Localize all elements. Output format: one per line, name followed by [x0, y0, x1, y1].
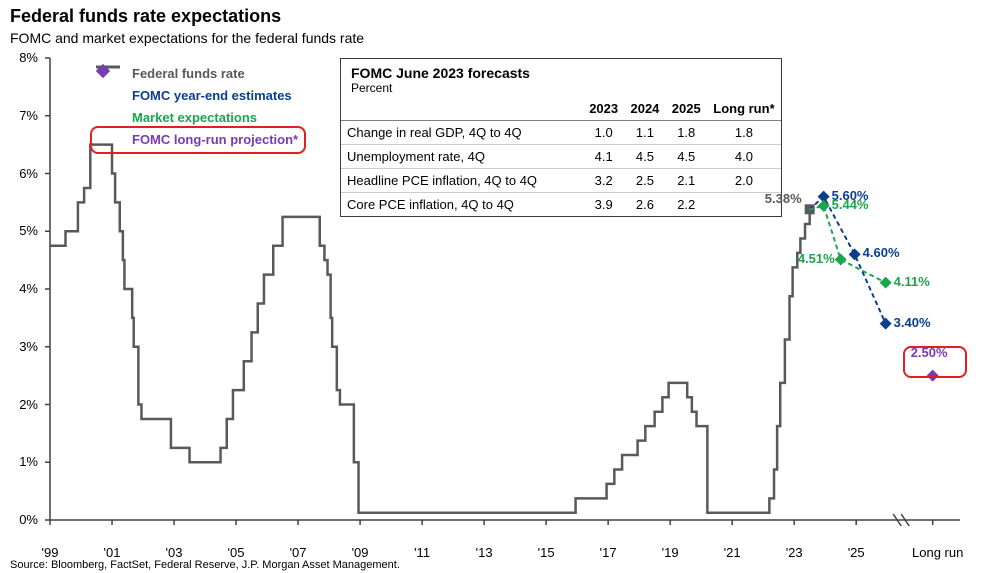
- table-cell: 4.1: [583, 145, 624, 169]
- forecast-data-table: 202320242025Long run* Change in real GDP…: [341, 97, 781, 216]
- y-tick-label: 2%: [10, 397, 38, 412]
- table-cell: 2.2: [666, 193, 707, 217]
- table-cell: 2.0: [707, 169, 781, 193]
- table-cell: 4.0: [707, 145, 781, 169]
- y-tick-label: 3%: [10, 339, 38, 354]
- x-tick-label: '19: [640, 545, 700, 560]
- table-cell: 4.5: [624, 145, 665, 169]
- y-tick-label: 8%: [10, 50, 38, 65]
- table-cell: 3.9: [583, 193, 624, 217]
- table-cell: 2.1: [666, 169, 707, 193]
- table-cell: 1.8: [707, 121, 781, 145]
- highlight-box-longrun: [903, 346, 967, 378]
- data-point-label: 3.40%: [894, 315, 931, 330]
- data-point-label: 4.51%: [787, 251, 835, 266]
- table-col-header: [341, 97, 583, 121]
- legend-item-market-expectations: Market expectations: [94, 106, 298, 128]
- table-title: FOMC June 2023 forecasts: [351, 65, 771, 81]
- table-cell: 4.5: [666, 145, 707, 169]
- y-tick-label: 0%: [10, 512, 38, 527]
- x-tick-label: '03: [144, 545, 204, 560]
- table-row: Unemployment rate, 4Q4.14.54.54.0: [341, 145, 781, 169]
- x-tick-label: '17: [578, 545, 638, 560]
- x-tick-label: '21: [702, 545, 762, 560]
- table-col-header: 2025: [666, 97, 707, 121]
- table-row: Change in real GDP, 4Q to 4Q1.01.11.81.8: [341, 121, 781, 145]
- forecast-table: FOMC June 2023 forecasts Percent 2023202…: [340, 58, 782, 217]
- legend-label: FOMC year-end estimates: [126, 88, 292, 103]
- table-row: Core PCE inflation, 4Q to 4Q3.92.62.2: [341, 193, 781, 217]
- x-tick-label: '15: [516, 545, 576, 560]
- table-col-header: 2024: [624, 97, 665, 121]
- table-col-header: Long run*: [707, 97, 781, 121]
- data-point-label: 4.60%: [863, 245, 900, 260]
- chart-subtitle: FOMC and market expectations for the fed…: [10, 30, 364, 46]
- table-cell: 1.0: [583, 121, 624, 145]
- legend-item-fomc-year-end: FOMC year-end estimates: [94, 84, 298, 106]
- y-tick-label: 4%: [10, 281, 38, 296]
- y-tick-label: 5%: [10, 223, 38, 238]
- table-cell: 2.6: [624, 193, 665, 217]
- legend-label: Market expectations: [126, 110, 257, 125]
- table-cell: 2.5: [624, 169, 665, 193]
- x-tick-label: '25: [826, 545, 886, 560]
- table-cell: 3.2: [583, 169, 624, 193]
- legend-label: Federal funds rate: [126, 66, 245, 81]
- x-tick-label: '01: [82, 545, 142, 560]
- x-tick-label: '09: [330, 545, 390, 560]
- chart-area: 0%1%2%3%4%5%6%7%8% '99'01'03'05'07'09'11…: [40, 50, 970, 540]
- highlight-box-legend: [90, 126, 306, 154]
- table-cell: Change in real GDP, 4Q to 4Q: [341, 121, 583, 145]
- data-point-label: 4.11%: [894, 274, 930, 289]
- y-tick-label: 1%: [10, 454, 38, 469]
- x-tick-label: '05: [206, 545, 266, 560]
- x-tick-label: '13: [454, 545, 514, 560]
- table-col-header: 2023: [583, 97, 624, 121]
- table-row: Headline PCE inflation, 4Q to 4Q3.22.52.…: [341, 169, 781, 193]
- x-tick-label: '23: [764, 545, 824, 560]
- y-tick-label: 7%: [10, 108, 38, 123]
- table-cell: 1.8: [666, 121, 707, 145]
- legend-item-fed-funds-rate: Federal funds rate: [94, 62, 298, 84]
- data-point-label: 5.38%: [754, 191, 802, 206]
- data-point-label: 5.44%: [832, 197, 869, 212]
- table-cell: Unemployment rate, 4Q: [341, 145, 583, 169]
- chart-title: Federal funds rate expectations: [10, 6, 281, 27]
- y-tick-label: 6%: [10, 166, 38, 181]
- x-tick-label: '07: [268, 545, 328, 560]
- x-tick-label: '11: [392, 545, 452, 560]
- table-cell: 1.1: [624, 121, 665, 145]
- table-cell: Core PCE inflation, 4Q to 4Q: [341, 193, 583, 217]
- table-unit: Percent: [351, 81, 771, 95]
- x-tick-label: '99: [20, 545, 80, 560]
- source-text: Source: Bloomberg, FactSet, Federal Rese…: [10, 559, 400, 571]
- chart-container: Federal funds rate expectations FOMC and…: [0, 0, 1002, 573]
- table-cell: Headline PCE inflation, 4Q to 4Q: [341, 169, 583, 193]
- x-longrun-label: Long run: [903, 545, 973, 560]
